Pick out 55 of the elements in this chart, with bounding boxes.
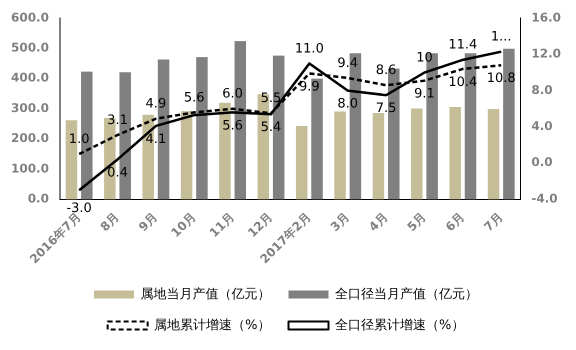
data-label: 5.5 <box>260 91 282 106</box>
x-tick-label: 9月 <box>136 210 160 234</box>
data-label: 9.1 <box>414 86 435 102</box>
y2-tick-label: 0.0 <box>531 155 553 170</box>
legend-label: 全口径累计增速（%） <box>335 318 464 333</box>
bar <box>296 126 308 200</box>
data-label: 9.4 <box>337 56 358 71</box>
y2-tick-label: 12.0 <box>531 46 561 61</box>
data-label: 5.6 <box>184 90 205 106</box>
y-tick-label: 0.0 <box>28 191 49 206</box>
data-label: 10 <box>416 50 433 66</box>
y-tick-label: 400.0 <box>10 70 49 85</box>
bar <box>372 112 384 200</box>
y-tick-label: 500.0 <box>10 40 49 55</box>
y2-tick-label: 16.0 <box>531 10 561 24</box>
data-label: 6.0 <box>222 86 243 102</box>
x-tick-label: 11月 <box>206 210 237 240</box>
data-label: 8.0 <box>337 96 358 112</box>
data-label: 7.5 <box>376 101 396 116</box>
data-label: 3.1 <box>107 112 128 128</box>
x-tick-label: 4月 <box>366 210 390 234</box>
y2-tick-label: -4.0 <box>531 191 558 206</box>
x-tick-label: 7月 <box>481 210 506 234</box>
y2-tick-label: 4.0 <box>531 119 553 133</box>
legend-label: 全口径当月产值（亿元） <box>335 286 478 302</box>
legend-label: 属地累计增速（%） <box>154 318 271 333</box>
y2-tick-label: 8.0 <box>531 82 553 97</box>
data-label: 0.4 <box>107 165 128 180</box>
data-label: 1.0 <box>68 132 90 147</box>
data-label: 11.4 <box>448 38 478 53</box>
data-label: 10.4 <box>448 74 478 90</box>
data-label: 1... <box>490 30 512 45</box>
y-tick-label: 600.0 <box>10 10 49 24</box>
y-tick-label: 100.0 <box>10 161 49 176</box>
bar <box>449 106 461 200</box>
bar <box>334 111 346 200</box>
x-tick-label: 6月 <box>442 210 468 234</box>
data-label: 8.6 <box>376 63 396 78</box>
data-label: 4.9 <box>146 96 166 112</box>
data-label: 5.6 <box>222 118 243 134</box>
bar <box>488 109 500 200</box>
bar <box>411 108 423 200</box>
x-tick-label: 5月 <box>404 210 429 234</box>
x-tick-label: 12月 <box>245 210 276 240</box>
data-label: 4.1 <box>146 132 166 147</box>
legend-label: 属地当月产值（亿元） <box>140 286 270 302</box>
x-tick-label: 10月 <box>168 210 199 240</box>
data-label: 11.0 <box>294 41 324 56</box>
y-tick-label: 300.0 <box>10 100 49 115</box>
y-tick-label: 200.0 <box>10 131 49 146</box>
data-label: 10.8 <box>486 71 516 86</box>
bar <box>180 111 192 200</box>
x-tick-label: 8月 <box>98 210 122 234</box>
data-label: 5.4 <box>260 120 282 136</box>
x-tick-label: 3月 <box>328 210 352 234</box>
